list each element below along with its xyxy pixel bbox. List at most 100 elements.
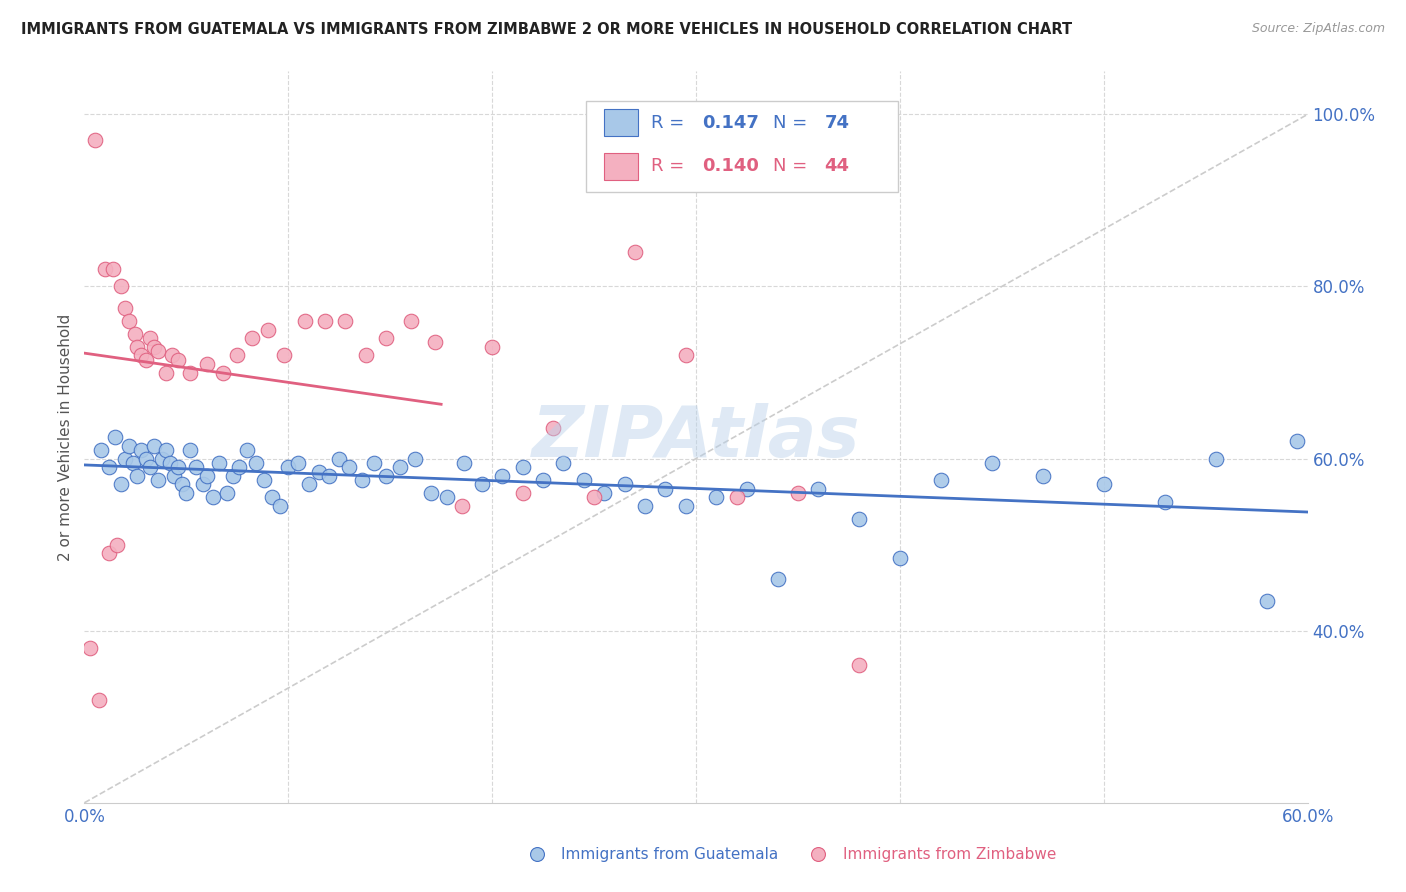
Point [228, 460, 250, 475]
Point [512, 486, 534, 500]
Point [706, 491, 728, 505]
Point [110, 279, 132, 293]
Point [436, 491, 458, 505]
Point [375, 331, 398, 345]
Point [159, 456, 181, 470]
Text: 44: 44 [824, 158, 849, 176]
FancyBboxPatch shape [605, 153, 638, 180]
Point [127, 468, 149, 483]
Point [240, 331, 263, 345]
Point [131, 348, 153, 362]
Point [226, 348, 249, 362]
Point [105, 538, 128, 552]
Point [135, 451, 157, 466]
Point [87, 692, 110, 706]
Point [624, 245, 647, 260]
Text: Immigrants from Guatemala: Immigrants from Guatemala [561, 847, 779, 862]
Text: N =: N = [773, 113, 813, 131]
Text: N =: N = [773, 158, 813, 176]
Point [1032, 468, 1054, 483]
Point [481, 340, 503, 354]
Point [118, 439, 141, 453]
Point [889, 550, 911, 565]
Point [980, 456, 1002, 470]
Text: 0.147: 0.147 [702, 113, 759, 131]
Point [124, 326, 146, 341]
Text: ZIPAtlas: ZIPAtlas [531, 402, 860, 472]
Point [118, 314, 141, 328]
Point [138, 460, 160, 475]
Point [339, 460, 361, 475]
Point [201, 491, 224, 505]
Point [186, 460, 208, 475]
Point [929, 473, 952, 487]
Point [512, 460, 534, 475]
Point [174, 486, 197, 500]
Point [122, 456, 145, 470]
Point [318, 468, 340, 483]
FancyBboxPatch shape [586, 101, 898, 192]
Point [593, 486, 616, 500]
Point [675, 499, 697, 513]
Point [335, 314, 357, 328]
Point [172, 477, 194, 491]
Point [1286, 434, 1309, 449]
Point [142, 439, 165, 453]
Text: 74: 74 [824, 113, 849, 131]
Point [146, 344, 169, 359]
Point [787, 486, 810, 500]
Point [613, 477, 636, 491]
Point [354, 348, 377, 362]
Point [179, 366, 201, 380]
Point [308, 465, 330, 479]
Point [1205, 451, 1227, 466]
Point [269, 499, 291, 513]
Point [1154, 494, 1177, 508]
Point [572, 473, 595, 487]
Point [150, 451, 173, 466]
Point [195, 357, 218, 371]
Point [1256, 593, 1278, 607]
Point [167, 460, 190, 475]
Point [127, 340, 149, 354]
Point [114, 451, 136, 466]
Point [735, 482, 758, 496]
Point [179, 442, 201, 457]
Y-axis label: 2 or more Vehicles in Household: 2 or more Vehicles in Household [58, 313, 73, 561]
Point [654, 482, 676, 496]
Point [848, 658, 870, 673]
Point [298, 477, 321, 491]
Point [222, 468, 245, 483]
Point [389, 460, 412, 475]
Point [848, 512, 870, 526]
Point [160, 348, 183, 362]
Point [766, 572, 789, 586]
Point [131, 442, 153, 457]
Point [245, 456, 267, 470]
Point [420, 486, 443, 500]
Point [634, 499, 657, 513]
Point [97, 546, 120, 560]
Point [146, 473, 169, 487]
Point [277, 460, 299, 475]
Point [90, 442, 112, 457]
Text: R =: R = [651, 158, 690, 176]
Point [110, 477, 132, 491]
Point [253, 473, 276, 487]
Point [423, 335, 446, 350]
Text: R =: R = [651, 113, 690, 131]
Point [553, 456, 575, 470]
Point [531, 473, 554, 487]
Point [135, 352, 157, 367]
Point [294, 314, 316, 328]
Point [725, 491, 748, 505]
Point [328, 451, 350, 466]
Point [155, 442, 177, 457]
Point [191, 477, 214, 491]
Point [217, 486, 239, 500]
Point [101, 262, 124, 277]
Point [350, 473, 373, 487]
Point [142, 340, 165, 354]
Point [208, 456, 231, 470]
Point [491, 468, 513, 483]
